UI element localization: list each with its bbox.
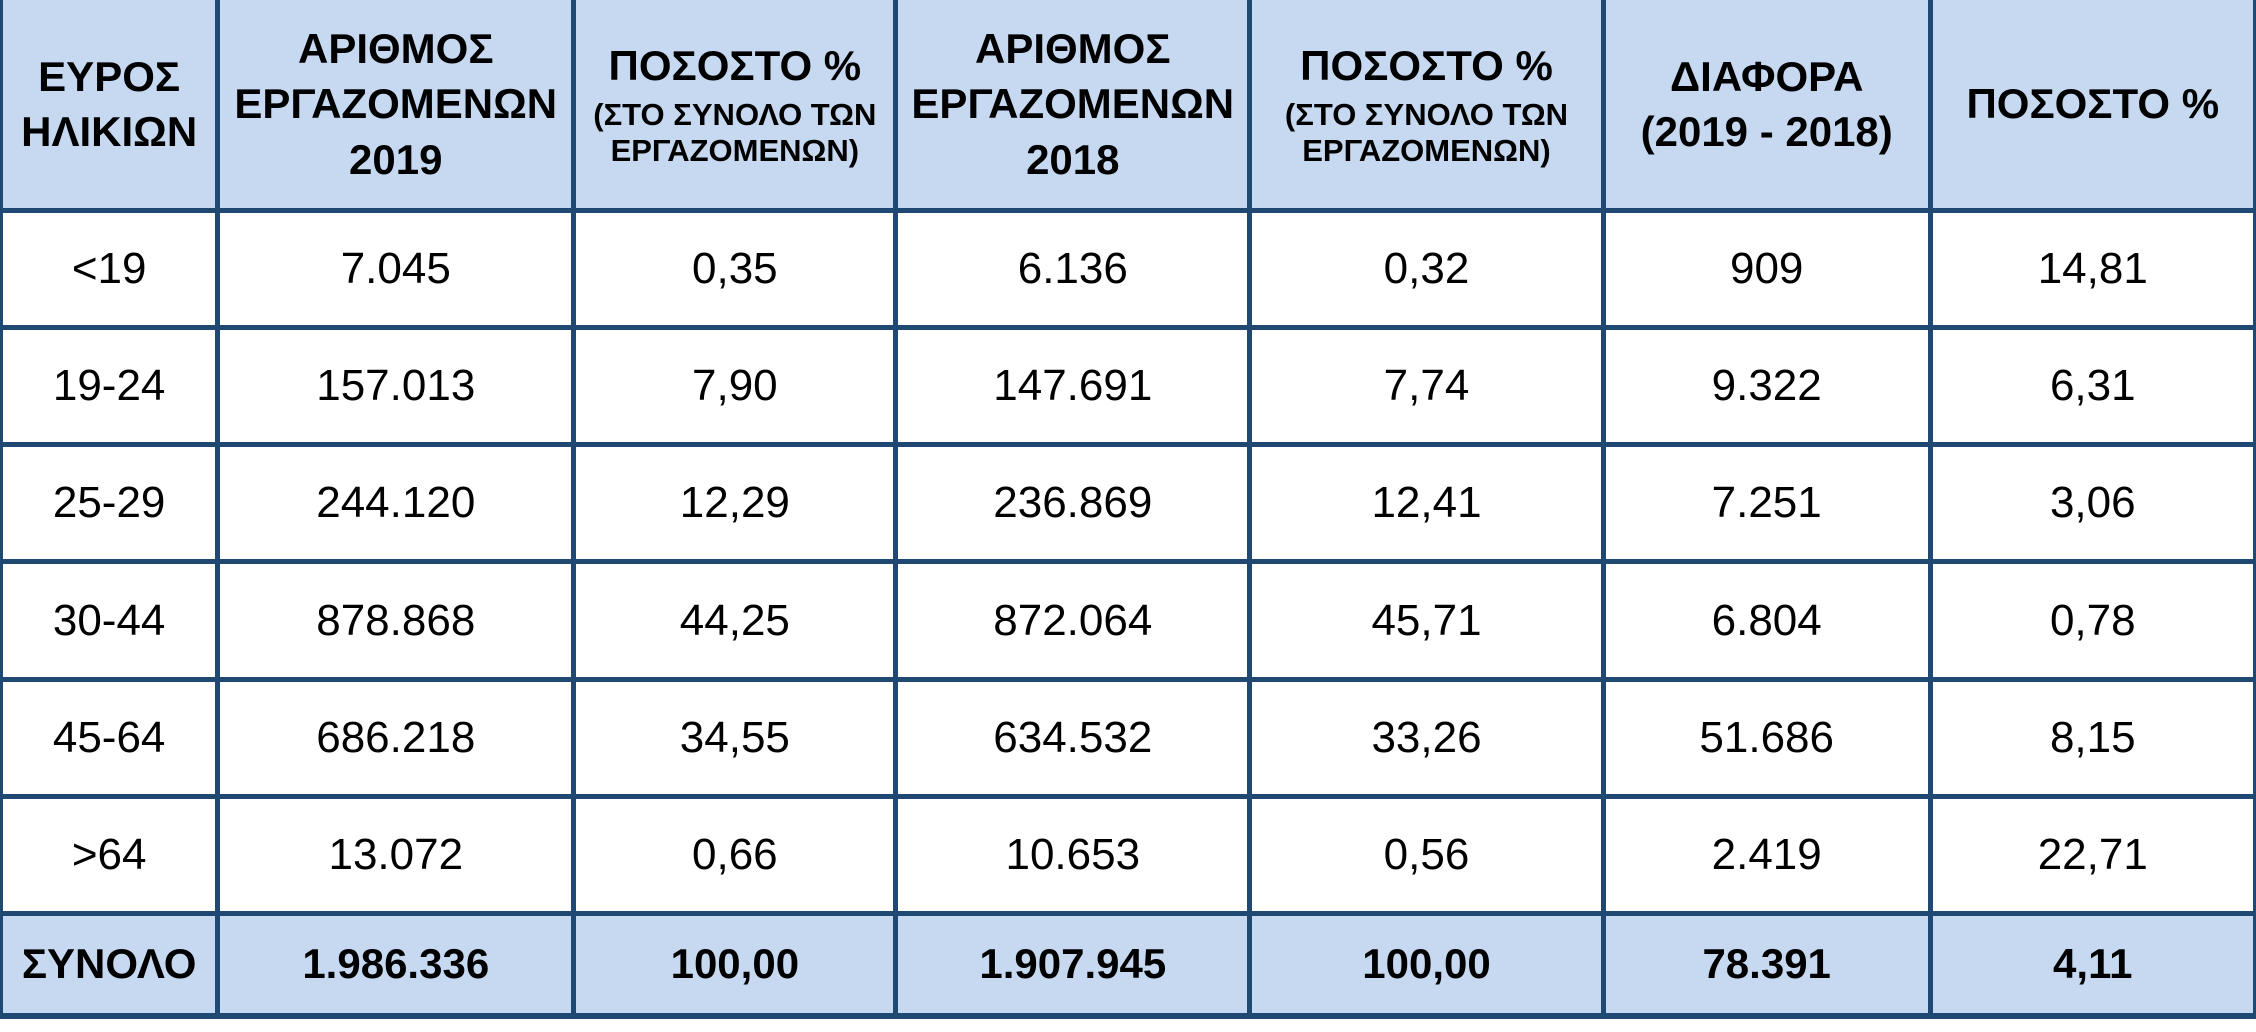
cell-age-range: 45-64 bbox=[0, 676, 221, 799]
cell-employees-2018: 634.532 bbox=[893, 676, 1253, 799]
cell-employees-2018: 236.869 bbox=[893, 442, 1253, 565]
cell-employees-2018: 10.653 bbox=[893, 793, 1253, 916]
cell-employees-2018: 147.691 bbox=[893, 325, 1253, 448]
header-difference: ΔΙΑΦΟΡΑ (2019 - 2018) bbox=[1600, 0, 1933, 213]
cell-total-difference: 78.391 bbox=[1600, 910, 1933, 1019]
cell-employees-2019: 686.218 bbox=[215, 676, 577, 799]
cell-percent-change: 8,15 bbox=[1927, 676, 2256, 799]
table-row: 19-24 157.013 7,90 147.691 7,74 9.322 6,… bbox=[0, 325, 2256, 448]
cell-total-percent-change: 4,11 bbox=[1927, 910, 2256, 1019]
cell-percent-2019: 0,35 bbox=[571, 207, 899, 331]
cell-total-percent-2019: 100,00 bbox=[571, 910, 899, 1019]
table-row: >64 13.072 0,66 10.653 0,56 2.419 22,71 bbox=[0, 793, 2256, 916]
header-sublabel: (ΣΤΟ ΣΥΝΟΛΟ ΤΩΝ ΕΡΓΑΖΟΜΕΝΩΝ) bbox=[593, 96, 877, 169]
cell-difference: 9.322 bbox=[1600, 325, 1933, 448]
cell-total-employees-2018: 1.907.945 bbox=[893, 910, 1253, 1019]
cell-percent-change: 3,06 bbox=[1927, 442, 2256, 565]
cell-percent-2019: 12,29 bbox=[571, 442, 899, 565]
cell-total-employees-2019: 1.986.336 bbox=[215, 910, 577, 1019]
table-row: 25-29 244.120 12,29 236.869 12,41 7.251 … bbox=[0, 442, 2256, 565]
table-row: 45-64 686.218 34,55 634.532 33,26 51.686… bbox=[0, 676, 2256, 799]
cell-age-range: >64 bbox=[0, 793, 221, 916]
cell-percent-change: 22,71 bbox=[1927, 793, 2256, 916]
table-header-row: ΕΥΡΟΣ ΗΛΙΚΙΩΝ ΑΡΙΘΜΟΣ ΕΡΓΑΖΟΜΕΝΩΝ 2019 Π… bbox=[0, 0, 2256, 213]
cell-total-label: ΣΥΝΟΛΟ bbox=[0, 910, 221, 1019]
cell-percent-2018: 7,74 bbox=[1247, 325, 1606, 448]
cell-difference: 909 bbox=[1600, 207, 1933, 331]
table-row: <19 7.045 0,35 6.136 0,32 909 14,81 bbox=[0, 207, 2256, 331]
cell-difference: 6.804 bbox=[1600, 559, 1933, 682]
cell-employees-2019: 878.868 bbox=[215, 559, 577, 682]
header-percent-change: ΠΟΣΟΣΤΟ % bbox=[1927, 0, 2256, 213]
cell-total-percent-2018: 100,00 bbox=[1247, 910, 1606, 1019]
cell-percent-2019: 44,25 bbox=[571, 559, 899, 682]
cell-difference: 51.686 bbox=[1600, 676, 1933, 799]
header-label: ΠΟΣΟΣΤΟ % bbox=[608, 42, 862, 90]
cell-percent-change: 6,31 bbox=[1927, 325, 2256, 448]
header-label: ΑΡΙΘΜΟΣ ΕΡΓΑΖΟΜΕΝΩΝ 2018 bbox=[911, 24, 1235, 183]
table-total-row: ΣΥΝΟΛΟ 1.986.336 100,00 1.907.945 100,00… bbox=[0, 910, 2256, 1019]
header-label: ΠΟΣΟΣΤΟ % bbox=[1300, 42, 1553, 90]
cell-percent-2018: 0,56 bbox=[1247, 793, 1606, 916]
cell-age-range: 25-29 bbox=[0, 442, 221, 565]
cell-employees-2019: 244.120 bbox=[215, 442, 577, 565]
cell-employees-2018: 6.136 bbox=[893, 207, 1253, 331]
cell-employees-2018: 872.064 bbox=[893, 559, 1253, 682]
header-employees-2018: ΑΡΙΘΜΟΣ ΕΡΓΑΖΟΜΕΝΩΝ 2018 bbox=[893, 0, 1253, 213]
table-row: 30-44 878.868 44,25 872.064 45,71 6.804 … bbox=[0, 559, 2256, 682]
header-label: ΕΥΡΟΣ ΗΛΙΚΙΩΝ bbox=[21, 52, 198, 155]
cell-percent-2018: 0,32 bbox=[1247, 207, 1606, 331]
header-percent-2019: ΠΟΣΟΣΤΟ % (ΣΤΟ ΣΥΝΟΛΟ ΤΩΝ ΕΡΓΑΖΟΜΕΝΩΝ) bbox=[571, 0, 899, 213]
cell-difference: 7.251 bbox=[1600, 442, 1933, 565]
cell-percent-change: 14,81 bbox=[1927, 207, 2256, 331]
header-sublabel: (ΣΤΟ ΣΥΝΟΛΟ ΤΩΝ ΕΡΓΑΖΟΜΕΝΩΝ) bbox=[1284, 96, 1569, 169]
cell-percent-2018: 33,26 bbox=[1247, 676, 1606, 799]
header-age-range: ΕΥΡΟΣ ΗΛΙΚΙΩΝ bbox=[0, 0, 221, 213]
cell-age-range: 19-24 bbox=[0, 325, 221, 448]
header-label: ΑΡΙΘΜΟΣ ΕΡΓΑΖΟΜΕΝΩΝ 2019 bbox=[234, 24, 558, 183]
header-employees-2019: ΑΡΙΘΜΟΣ ΕΡΓΑΖΟΜΕΝΩΝ 2019 bbox=[215, 0, 577, 213]
cell-difference: 2.419 bbox=[1600, 793, 1933, 916]
header-label: ΠΟΣΟΣΤΟ % bbox=[1966, 80, 2220, 128]
cell-percent-2018: 45,71 bbox=[1247, 559, 1606, 682]
cell-employees-2019: 157.013 bbox=[215, 325, 577, 448]
cell-age-range: 30-44 bbox=[0, 559, 221, 682]
cell-percent-2019: 34,55 bbox=[571, 676, 899, 799]
cell-employees-2019: 13.072 bbox=[215, 793, 577, 916]
cell-age-range: <19 bbox=[0, 207, 221, 331]
cell-percent-2019: 0,66 bbox=[571, 793, 899, 916]
cell-percent-2019: 7,90 bbox=[571, 325, 899, 448]
cell-percent-change: 0,78 bbox=[1927, 559, 2256, 682]
header-label: ΔΙΑΦΟΡΑ (2019 - 2018) bbox=[1640, 52, 1893, 155]
cell-employees-2019: 7.045 bbox=[215, 207, 577, 331]
cell-percent-2018: 12,41 bbox=[1247, 442, 1606, 565]
header-percent-2018: ΠΟΣΟΣΤΟ % (ΣΤΟ ΣΥΝΟΛΟ ΤΩΝ ΕΡΓΑΖΟΜΕΝΩΝ) bbox=[1247, 0, 1606, 213]
